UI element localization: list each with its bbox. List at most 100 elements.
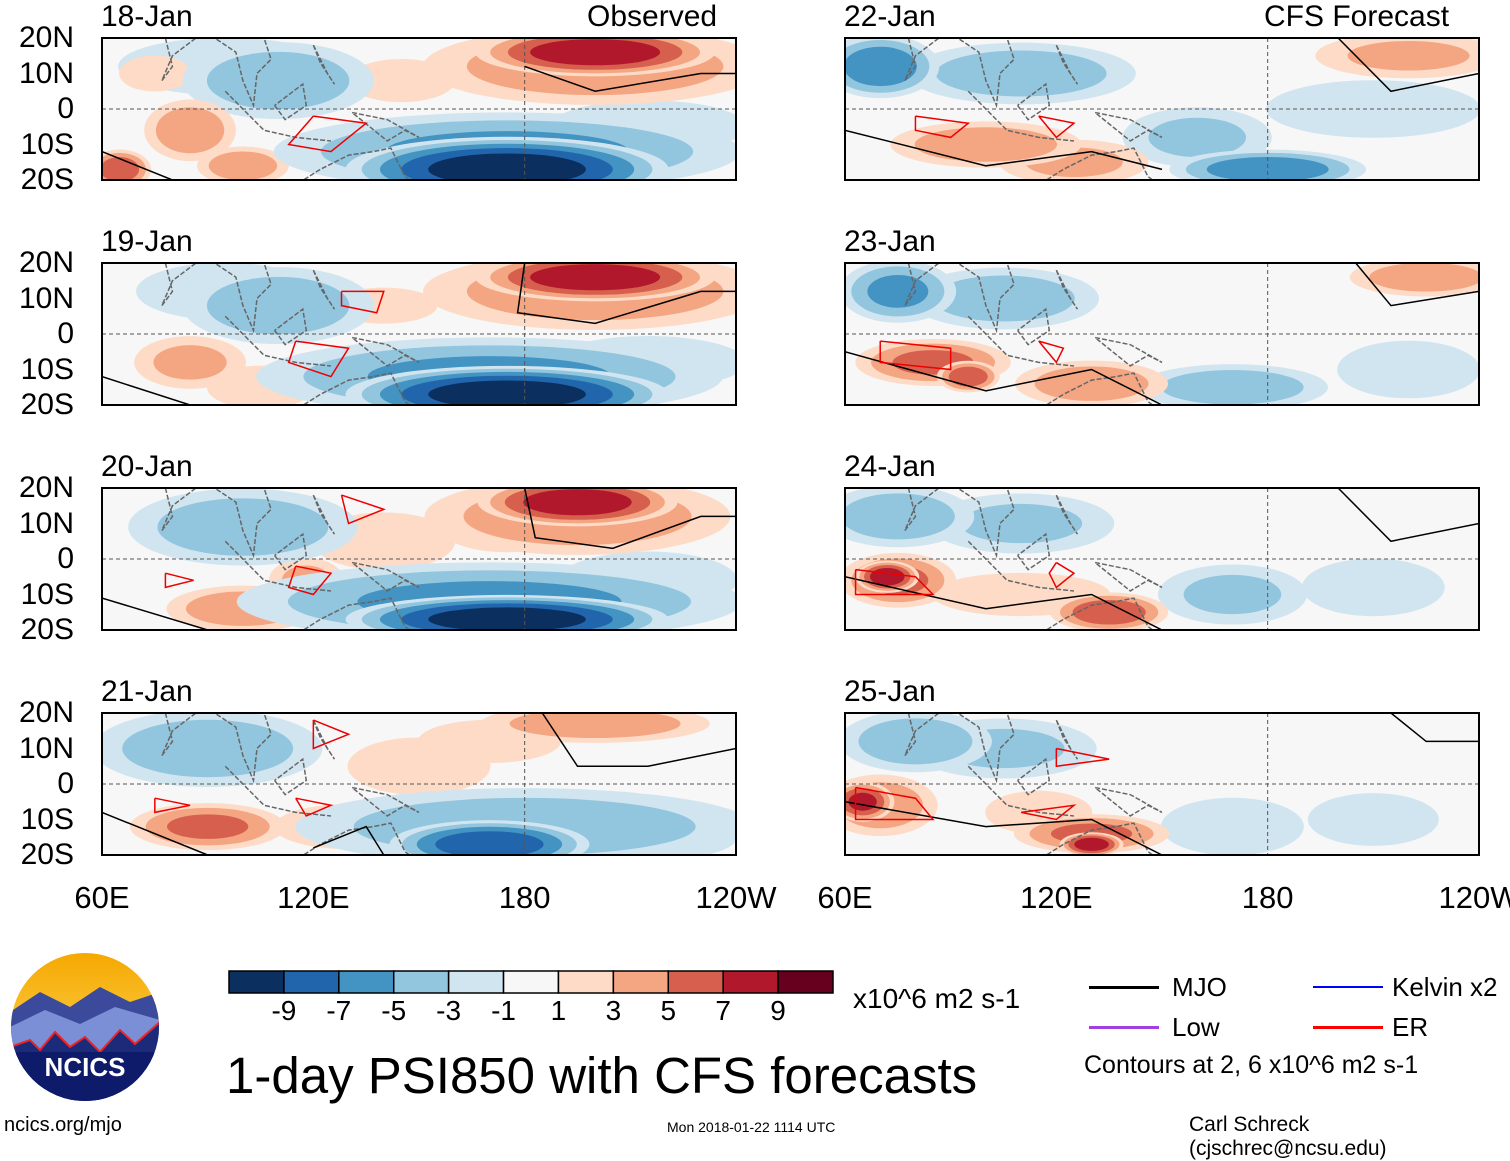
coastline (273, 532, 308, 571)
anomaly-mark (523, 489, 632, 516)
legend-kelvin-label: Kelvin x2 (1392, 972, 1498, 1002)
map-panel-23-Jan (844, 262, 1480, 406)
colorbar-tick-label: 1 (550, 995, 567, 1026)
coastline (1094, 561, 1163, 592)
colorbar-tick-label: 7 (715, 995, 731, 1026)
map-panel-20-Jan (101, 487, 737, 631)
anomaly-mark (867, 275, 929, 308)
coastline (224, 90, 332, 142)
mjo-contour (1355, 263, 1479, 307)
source-url[interactable]: ncics.org/mjo (4, 1114, 122, 1136)
colorbar-swatch (502, 970, 560, 994)
lon-tick-label: 120W (695, 880, 777, 915)
coastline (1094, 336, 1163, 367)
panel-frame (844, 487, 1480, 631)
coastline (1094, 786, 1163, 817)
coastline (351, 786, 420, 817)
coastline (904, 488, 1015, 559)
er-contour (1048, 561, 1076, 589)
er-contour (312, 719, 351, 750)
anomaly-mark (119, 55, 191, 92)
coastline (273, 757, 308, 796)
er-contour (287, 115, 368, 153)
anomaly-mark (435, 831, 544, 855)
er-contour (287, 565, 333, 596)
logo-text: NCICS (45, 1052, 126, 1082)
anomaly-mark (530, 39, 661, 66)
colorbar-tick-label: -3 (436, 995, 462, 1026)
mjo-contour (845, 129, 1163, 171)
mjo-contour (524, 65, 736, 93)
coastline (904, 38, 1015, 109)
coastline (161, 263, 272, 334)
lat-tick-label: 20S (20, 838, 74, 871)
colorbar-swatch (777, 970, 834, 994)
colorbar-tick-label: -1 (491, 995, 516, 1026)
panel-frame (844, 37, 1480, 181)
anomaly-mark (509, 713, 681, 739)
mjo-contour (1390, 713, 1479, 743)
anomaly-mark (155, 107, 225, 154)
timestamp: Mon 2018-01-22 1114 UTC (667, 1119, 836, 1135)
colorbar-swatch (228, 970, 285, 994)
map-panel-19-Jan (101, 262, 737, 406)
anomaly-mark (1206, 157, 1329, 180)
anomaly-mark (932, 275, 1075, 322)
map-panel-21-Jan (101, 712, 737, 856)
er-contour (1020, 804, 1077, 821)
coastline (904, 263, 1015, 334)
coastline (1016, 82, 1051, 121)
legend-er-label: ER (1392, 1012, 1429, 1042)
er-contour (164, 572, 194, 589)
panel-date-label: 19-Jan (101, 225, 193, 258)
anomaly-mark (848, 792, 877, 811)
anomaly-mark (206, 276, 350, 335)
er-contour (854, 568, 935, 596)
lat-tick-label: 10N (18, 731, 74, 765)
legend-low-label: Low (1172, 1012, 1220, 1042)
anomaly-mark (157, 498, 329, 556)
anomaly-mark (102, 157, 140, 180)
colorbar-tick-label: 5 (660, 995, 677, 1026)
lat-tick-label: 0 (57, 542, 74, 575)
mjo-contour (1337, 38, 1479, 93)
legend-kelvin-line (1313, 986, 1383, 988)
er-contour (1055, 747, 1110, 768)
panel-frame (101, 487, 737, 631)
anomaly-mark (935, 50, 1107, 97)
lat-tick-label: 20N (18, 21, 74, 54)
legend-mjo-label: MJO (1172, 972, 1227, 1002)
anomaly-mark (1301, 558, 1445, 617)
colorbar-tick-label: -9 (271, 995, 297, 1026)
coastline (1016, 307, 1051, 346)
mjo-contour (845, 801, 1163, 855)
colorbar-tick-label: 9 (770, 995, 786, 1026)
lat-tick-label: 20S (20, 388, 74, 421)
mjo-contour (845, 351, 1163, 405)
legend-low-line (1089, 1026, 1159, 1029)
anomaly-mark (1183, 574, 1282, 615)
anomaly-mark (960, 503, 1083, 544)
map-panel-22-Jan (844, 37, 1480, 181)
anomaly-mark (845, 46, 917, 87)
colorbar (228, 970, 834, 994)
panel-frame (101, 262, 737, 406)
author-credit: Carl Schreck (cjschrec@ncsu.edu) (1189, 1113, 1387, 1160)
coastline (967, 540, 1075, 592)
map-panel-18-Jan (101, 37, 737, 181)
lat-tick-label: 10S (20, 577, 74, 611)
legend-mjo-line (1089, 986, 1159, 989)
er-contour (287, 340, 350, 378)
mjo-contour (516, 263, 736, 325)
anomaly-mark (1369, 263, 1479, 292)
figure-title: 1-day PSI850 with CFS forecasts (226, 1047, 978, 1104)
lat-tick-label: 10S (20, 352, 74, 386)
coastline (224, 765, 332, 817)
anomaly-mark (948, 366, 988, 387)
lat-tick-label: 20N (18, 471, 74, 504)
er-contour (1038, 340, 1065, 364)
colorbar-tick-label: -7 (326, 995, 352, 1026)
lon-tick-label: 180 (1241, 880, 1294, 915)
colorbar-swatch (667, 970, 724, 994)
coastline (1016, 757, 1051, 796)
